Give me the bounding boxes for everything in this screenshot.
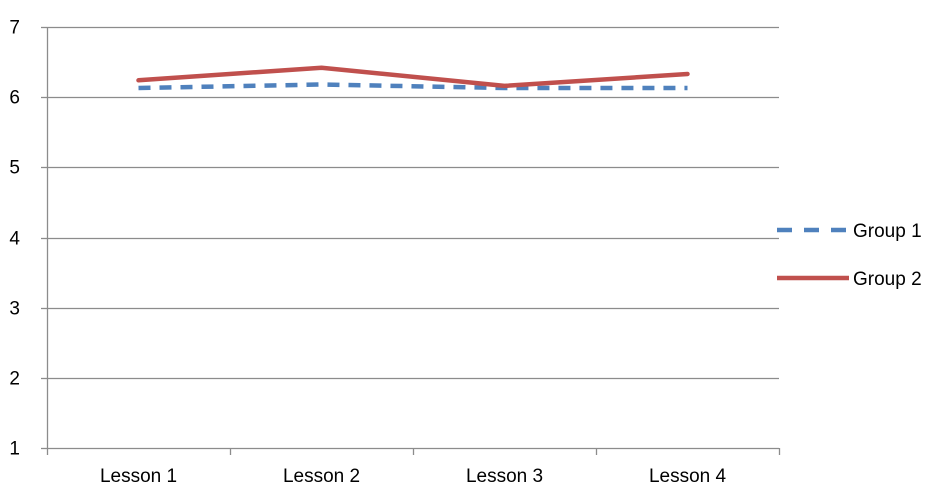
y-tick-label: 5 bbox=[9, 158, 20, 179]
x-tick-label: Lesson 4 bbox=[649, 466, 727, 487]
x-tick-label: Lesson 3 bbox=[466, 466, 543, 487]
gridlines bbox=[47, 26, 779, 380]
y-axis-ticks: 1 2 3 4 5 6 7 bbox=[9, 18, 47, 460]
series-line-1 bbox=[138, 82, 688, 91]
legend-label: Group 2 bbox=[853, 269, 922, 290]
legend: Group 1 Group 2 bbox=[777, 221, 922, 290]
x-tick-label: Lesson 1 bbox=[100, 466, 177, 487]
legend-label: Group 1 bbox=[853, 221, 922, 242]
y-tick-label: 7 bbox=[9, 18, 20, 39]
y-tick-label: 2 bbox=[9, 369, 20, 390]
y-tick-label: 4 bbox=[9, 229, 20, 250]
x-tick-label: Lesson 2 bbox=[283, 466, 360, 487]
y-tick-label: 1 bbox=[9, 439, 20, 460]
series-lines bbox=[136, 65, 690, 91]
y-tick-label: 6 bbox=[9, 88, 20, 109]
y-tick-label: 3 bbox=[9, 299, 20, 320]
series-line-2 bbox=[136, 65, 690, 89]
x-axis-ticks: Lesson 1 Lesson 2 Lesson 3 Lesson 4 bbox=[46, 448, 781, 487]
